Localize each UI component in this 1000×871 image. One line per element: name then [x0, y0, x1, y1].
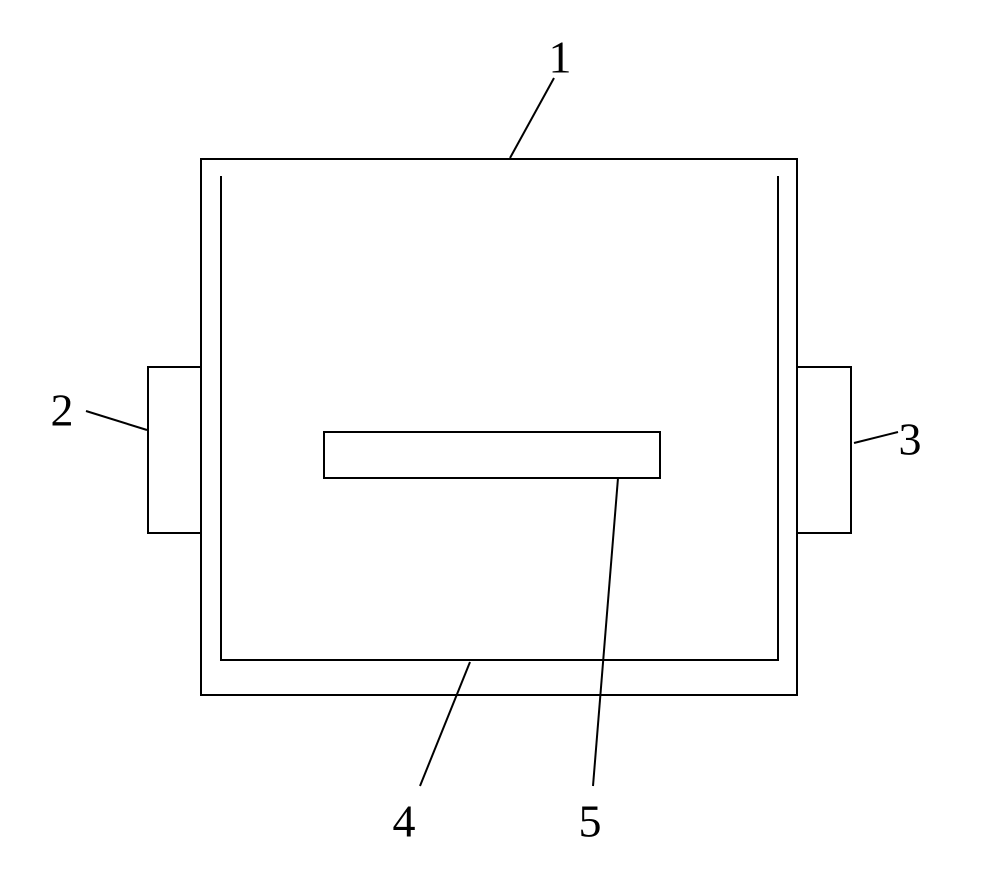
callout-label-3: 3 [899, 414, 922, 465]
right-tab [797, 367, 851, 533]
center-slot [324, 432, 660, 478]
callout-label-2: 2 [51, 385, 74, 436]
leader-line-3 [854, 432, 898, 443]
callout-label-4: 4 [393, 796, 416, 847]
left-tab [148, 367, 202, 533]
callout-label-5: 5 [579, 796, 602, 847]
outer-box [201, 159, 797, 695]
callout-label-1: 1 [549, 32, 572, 83]
technical-diagram: 1 2 3 4 5 [0, 0, 1000, 871]
leader-line-2 [86, 411, 147, 430]
leader-line-1 [510, 78, 554, 158]
